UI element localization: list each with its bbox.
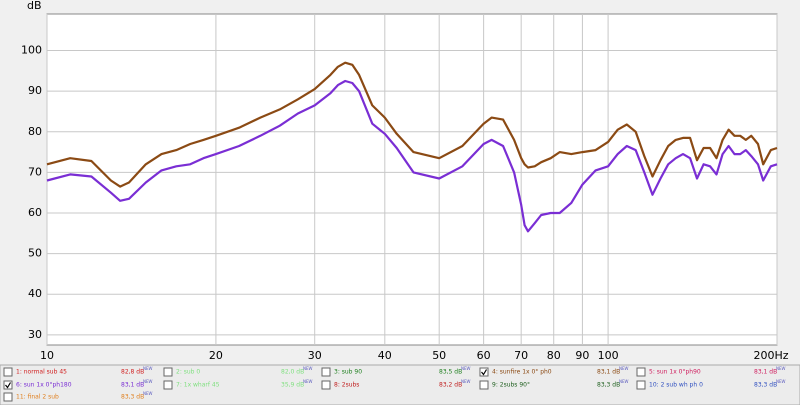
- legend-panel: [0, 364, 800, 405]
- plot-area: [46, 13, 778, 346]
- legend-label: 11: final 2 sub: [16, 394, 59, 401]
- y-tick-label: 80: [28, 125, 42, 138]
- legend-tag: NEW: [143, 391, 153, 396]
- checkbox[interactable]: [163, 367, 173, 377]
- legend-label: 6: sun 1x 0°ph180: [16, 382, 72, 389]
- x-tick-label: 90: [575, 349, 589, 362]
- x-tick-label: 70: [514, 349, 528, 362]
- legend-tag: NEW: [619, 366, 629, 371]
- y-tick-label: 90: [28, 84, 42, 97]
- legend-level: 83,3 dB: [121, 394, 144, 401]
- legend-tag: NEW: [303, 379, 313, 384]
- x-tick-label: 40: [378, 349, 392, 362]
- x-tick-label: 20: [209, 349, 223, 362]
- legend-level: 83,3 dB: [597, 382, 620, 389]
- legend-tag: NEW: [303, 366, 313, 371]
- checkmark: [481, 369, 488, 376]
- legend-tag: NEW: [776, 366, 786, 371]
- legend-label: 1: normal sub 45: [16, 369, 67, 376]
- y-tick-label: 60: [28, 206, 42, 219]
- legend-level: 82,8 dB: [121, 369, 144, 376]
- y-tick-label: 30: [28, 328, 42, 341]
- checkbox[interactable]: [636, 367, 646, 377]
- legend-label: 2: sub 0: [176, 369, 200, 376]
- legend-label: 4: sunfire 1x 0° ph0: [492, 369, 552, 376]
- x-tick-label: 80: [547, 349, 561, 362]
- y-axis-label: dB: [27, 0, 42, 12]
- y-tick-label: 50: [28, 247, 42, 260]
- legend-level: 82,0 dB: [281, 369, 304, 376]
- legend-level: 83,2 dB: [439, 382, 462, 389]
- x-tick-label: 50: [432, 349, 446, 362]
- legend-tag: NEW: [143, 379, 153, 384]
- checkbox[interactable]: [321, 367, 331, 377]
- legend-label: 9: 2subs 90°: [492, 382, 530, 389]
- legend-label: 8: 2subs: [334, 382, 359, 389]
- legend-level: 83,1 dB: [597, 369, 620, 376]
- checkbox[interactable]: [636, 380, 646, 390]
- x-tick-label: 60: [477, 349, 491, 362]
- legend-label: 5: sun 1x 0°ph90: [649, 369, 701, 376]
- legend-level: 83,3 dB: [754, 382, 777, 389]
- checkmark: [5, 382, 12, 389]
- series-line: [46, 79, 778, 233]
- legend-tag: NEW: [461, 366, 471, 371]
- legend-level: 35,9 dB: [281, 382, 304, 389]
- legend-tag: NEW: [461, 379, 471, 384]
- x-tick-label: 10: [40, 349, 54, 362]
- checkbox[interactable]: [479, 367, 489, 377]
- legend-level: 83,1 dB: [754, 369, 777, 376]
- x-tick-label: 30: [308, 349, 322, 362]
- x-tick-label: 200Hz: [753, 349, 788, 362]
- legend-tag: NEW: [143, 366, 153, 371]
- legend-label: 10: 2 sub wh ph 0: [649, 382, 703, 389]
- legend-tag: NEW: [619, 379, 629, 384]
- legend-label: 7: 1x wharf 45: [176, 382, 220, 389]
- checkbox[interactable]: [479, 380, 489, 390]
- y-tick-label: 70: [28, 165, 42, 178]
- legend-label: 3: sub 90: [334, 369, 362, 376]
- legend-level: 83,1 dB: [121, 382, 144, 389]
- series-line: [46, 61, 778, 188]
- x-tick-label: 100: [598, 349, 619, 362]
- checkbox[interactable]: [3, 380, 13, 390]
- checkbox[interactable]: [3, 367, 13, 377]
- y-tick-label: 100: [21, 44, 42, 57]
- legend-tag: NEW: [776, 379, 786, 384]
- checkbox[interactable]: [3, 392, 13, 402]
- checkbox[interactable]: [321, 380, 331, 390]
- y-tick-label: 40: [28, 287, 42, 300]
- checkbox[interactable]: [163, 380, 173, 390]
- legend-level: 83,5 dB: [439, 369, 462, 376]
